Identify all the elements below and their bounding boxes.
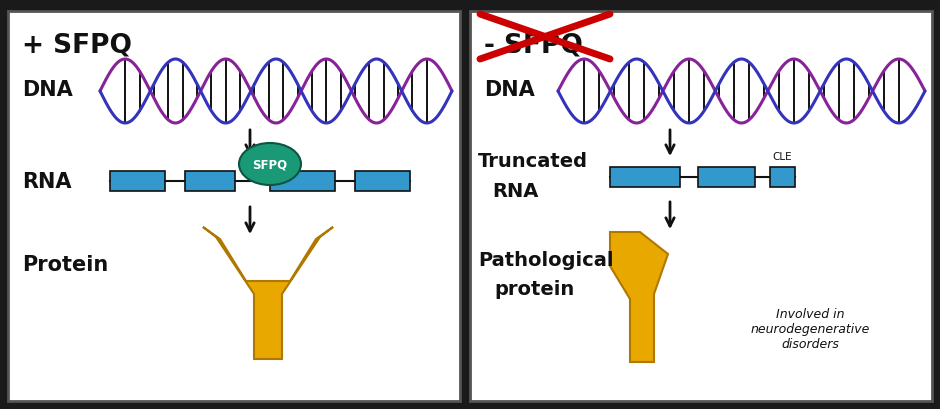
Bar — [110, 172, 165, 191]
Bar — [698, 168, 755, 188]
Polygon shape — [203, 227, 333, 359]
Ellipse shape — [239, 144, 301, 186]
Text: RNA: RNA — [492, 182, 539, 201]
Bar — [355, 172, 410, 191]
Polygon shape — [610, 232, 668, 362]
Text: - SFPQ: - SFPQ — [484, 32, 583, 58]
Bar — [610, 168, 680, 188]
Bar — [470, 12, 932, 401]
Text: Protein: Protein — [22, 254, 108, 274]
Text: DNA: DNA — [484, 80, 535, 100]
Text: SFPQ: SFPQ — [253, 158, 288, 171]
Bar — [270, 172, 335, 191]
Text: Truncated: Truncated — [478, 152, 588, 171]
Text: protein: protein — [494, 280, 574, 299]
Bar — [770, 168, 795, 188]
Text: CLE: CLE — [772, 152, 791, 162]
Text: Pathological: Pathological — [478, 250, 614, 269]
Text: DNA: DNA — [22, 80, 72, 100]
Text: RNA: RNA — [22, 172, 71, 191]
Text: Involved in
neurodegenerative
disorders: Involved in neurodegenerative disorders — [750, 308, 870, 351]
Text: + SFPQ: + SFPQ — [22, 32, 132, 58]
Bar — [185, 172, 235, 191]
Bar — [8, 12, 460, 401]
